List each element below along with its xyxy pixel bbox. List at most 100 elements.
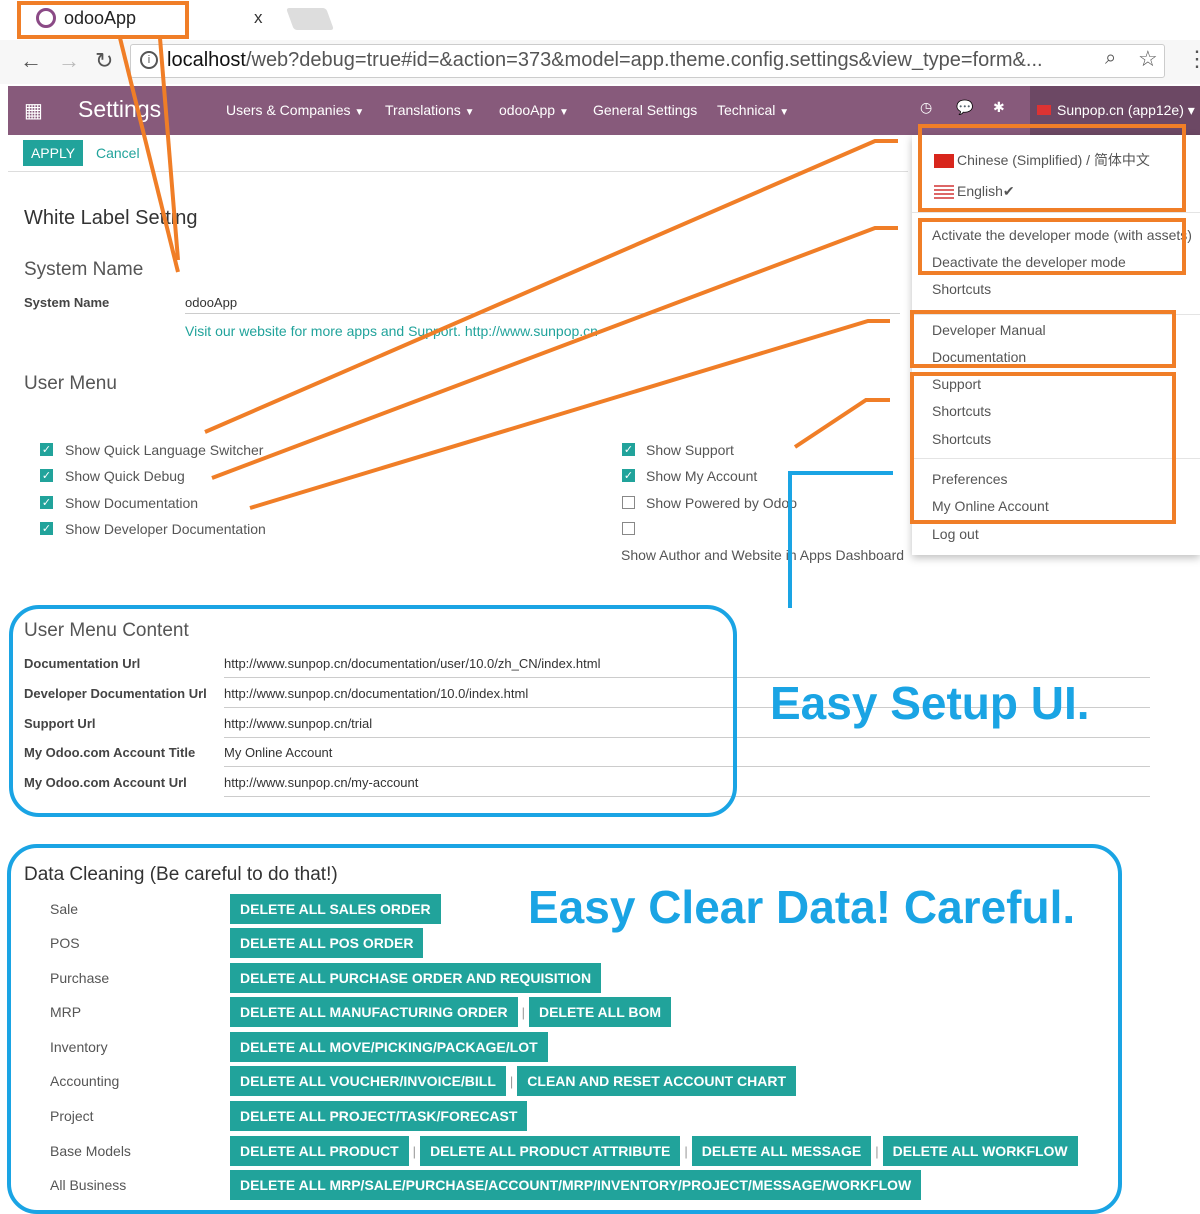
annotation-easy-setup: Easy Setup UI.: [770, 677, 1090, 729]
website-link[interactable]: Visit our website for more apps and Supp…: [185, 323, 598, 339]
field-label: Support Url: [24, 716, 96, 731]
system-name-input[interactable]: odooApp: [185, 295, 900, 314]
checkbox-label: Show Powered by Odoo: [646, 495, 797, 511]
dropdown-item[interactable]: English✔: [934, 183, 1015, 200]
dropdown-item[interactable]: Developer Manual: [932, 322, 1046, 338]
dropdown-item-label: Documentation: [932, 349, 1027, 365]
checkbox[interactable]: ✓: [40, 443, 53, 456]
apps-grid-icon[interactable]: ▦: [24, 100, 43, 122]
checkbox-label: Show Quick Debug: [65, 468, 185, 484]
navbar-menu-translations[interactable]: Translations ▼: [385, 102, 475, 118]
field-label: My Odoo.com Account Url: [24, 775, 187, 790]
delete-data-button[interactable]: DELETE ALL BOM: [528, 997, 672, 1027]
cancel-button[interactable]: Cancel: [96, 145, 140, 161]
checkbox-label: Show Author and Website in Apps Dashboar…: [621, 547, 905, 563]
annotation-line: [204, 139, 898, 434]
checkbox[interactable]: ✓: [40, 522, 53, 535]
dropdown-item-label: Preferences: [932, 471, 1008, 487]
dropdown-item[interactable]: Chinese (Simplified) / 简体中文: [934, 150, 1150, 170]
url-path: /web?debug=true#id=&action=373&model=app…: [245, 49, 1043, 71]
checkbox[interactable]: ✓: [622, 469, 635, 482]
system-name-label: System Name: [24, 295, 110, 310]
checkbox[interactable]: [622, 522, 635, 535]
checkmark-icon: ✔: [1002, 183, 1015, 199]
url-input[interactable]: localhost/web?debug=true#id=&action=373&…: [130, 44, 1165, 78]
navbar-menu-technical[interactable]: Technical ▼: [717, 102, 789, 118]
delete-data-button[interactable]: DELETE ALL MANUFACTURING ORDER: [230, 997, 518, 1027]
dropdown-item[interactable]: Shortcuts: [932, 281, 991, 297]
dropdown-item[interactable]: Shortcuts: [932, 431, 991, 447]
navbar-menu-users-companies[interactable]: Users & Companies ▼: [226, 102, 364, 118]
dropdown-item[interactable]: Preferences: [932, 471, 1007, 487]
delete-data-button[interactable]: DELETE ALL POS ORDER: [230, 928, 424, 958]
back-icon[interactable]: ←: [20, 48, 42, 73]
us-flag-icon: [934, 185, 954, 200]
separator: |: [684, 1143, 688, 1159]
dropdown-item[interactable]: Shortcuts: [932, 403, 991, 419]
odoo-favicon-icon: [36, 8, 56, 28]
annotation-line: [158, 37, 180, 261]
delete-data-button[interactable]: DELETE ALL WORKFLOW: [882, 1136, 1078, 1166]
tab-title: odooApp: [64, 8, 137, 28]
checkbox[interactable]: ✓: [622, 443, 635, 456]
annotation-easy-clear: Easy Clear Data! Careful.: [528, 881, 1076, 933]
chat-icon[interactable]: 💬: [956, 99, 974, 115]
forward-icon[interactable]: →: [58, 48, 80, 73]
dropdown-item[interactable]: My Online Account: [932, 498, 1049, 514]
checkbox-label: Show My Account: [646, 468, 758, 484]
checkbox[interactable]: [622, 496, 635, 509]
dropdown-item[interactable]: Support: [932, 376, 981, 392]
dropdown-item-label: English: [957, 183, 1003, 199]
browser-menu-icon[interactable]: ⋮: [1186, 46, 1200, 71]
cleaning-button-row: DELETE ALL SALES ORDER: [230, 894, 441, 924]
delete-data-button[interactable]: DELETE ALL VOUCHER/INVOICE/BILL: [230, 1066, 506, 1096]
dropdown-item[interactable]: Activate the developer mode (with assets…: [932, 227, 1192, 243]
dropdown-item-label: Shortcuts: [932, 403, 992, 419]
user-name: Sunpop.cn (app12e): [1057, 102, 1184, 118]
dropdown-item[interactable]: Deactivate the developer mode: [932, 254, 1126, 270]
url-input[interactable]: http://www.sunpop.cn/trial: [224, 716, 1150, 738]
url-input[interactable]: http://www.sunpop.cn/documentation/user/…: [224, 656, 1150, 678]
caret-down-icon: ▼: [779, 107, 790, 118]
cleaning-button-row: DELETE ALL POS ORDER: [230, 928, 424, 958]
delete-data-button[interactable]: CLEAN AND RESET ACCOUNT CHART: [517, 1066, 797, 1096]
cleaning-button-row: DELETE ALL VOUCHER/INVOICE/BILL | CLEAN AN…: [230, 1066, 797, 1096]
delete-data-button[interactable]: DELETE ALL PROJECT/TASK/FORECAST: [230, 1101, 528, 1131]
delete-data-button[interactable]: DELETE ALL MESSAGE: [691, 1136, 872, 1166]
navbar-menu-general-settings[interactable]: General Settings: [593, 102, 697, 118]
field-label: My Odoo.com Account Title: [24, 745, 196, 760]
delete-data-button[interactable]: DELETE ALL PRODUCT ATTRIBUTE: [420, 1136, 681, 1166]
checkbox[interactable]: ✓: [40, 469, 53, 482]
activity-clock-icon[interactable]: ◷: [920, 99, 933, 115]
url-input[interactable]: http://www.sunpop.cn/documentation/10.0/…: [224, 686, 1150, 708]
checkbox[interactable]: ✓: [40, 496, 53, 509]
url-input[interactable]: My Online Account: [224, 745, 1150, 767]
checkbox-label: Show Quick Language Switcher: [65, 442, 264, 458]
field-label: Developer Documentation Url: [24, 686, 207, 701]
cleaning-button-row: DELETE ALL PROJECT/TASK/FORECAST: [230, 1101, 528, 1131]
user-menu-button[interactable]: Sunpop.cn (app12e) ▾: [1037, 102, 1195, 119]
apply-button[interactable]: APPLY: [23, 140, 83, 166]
checkbox-label: Show Documentation: [65, 495, 199, 511]
browser-tab-bar: [0, 0, 1200, 40]
dropdown-item[interactable]: Log out: [932, 526, 979, 542]
debug-bug-icon[interactable]: ✱: [993, 99, 1005, 115]
delete-data-button[interactable]: DELETE ALL MOVE/PICKING/PACKAGE/LOT: [230, 1032, 548, 1062]
dropdown-item[interactable]: Documentation: [932, 349, 1026, 365]
tab-close-icon[interactable]: x: [254, 8, 263, 27]
delete-data-button[interactable]: DELETE ALL PRODUCT: [230, 1136, 409, 1166]
reload-icon[interactable]: ↻: [95, 48, 114, 73]
delete-data-button[interactable]: DELETE ALL PURCHASE ORDER AND REQUISITIO…: [230, 963, 602, 993]
zoom-icon[interactable]: ⌕: [1105, 47, 1117, 69]
annotation-line: [211, 226, 898, 480]
navbar-menu-odooapp[interactable]: odooApp ▼: [499, 102, 569, 118]
delete-data-button[interactable]: DELETE ALL SALES ORDER: [230, 894, 441, 924]
star-icon[interactable]: ☆: [1138, 46, 1158, 71]
highlight-box: [17, 1, 189, 39]
delete-data-button[interactable]: DELETE ALL MRP/SALE/PURCHASE/ACCOUNT/MRP…: [230, 1170, 922, 1200]
info-icon[interactable]: i: [140, 51, 158, 69]
caret-down-icon: ▼: [464, 107, 475, 118]
divider: [912, 314, 1200, 315]
url-input[interactable]: http://www.sunpop.cn/my-account: [224, 775, 1150, 797]
